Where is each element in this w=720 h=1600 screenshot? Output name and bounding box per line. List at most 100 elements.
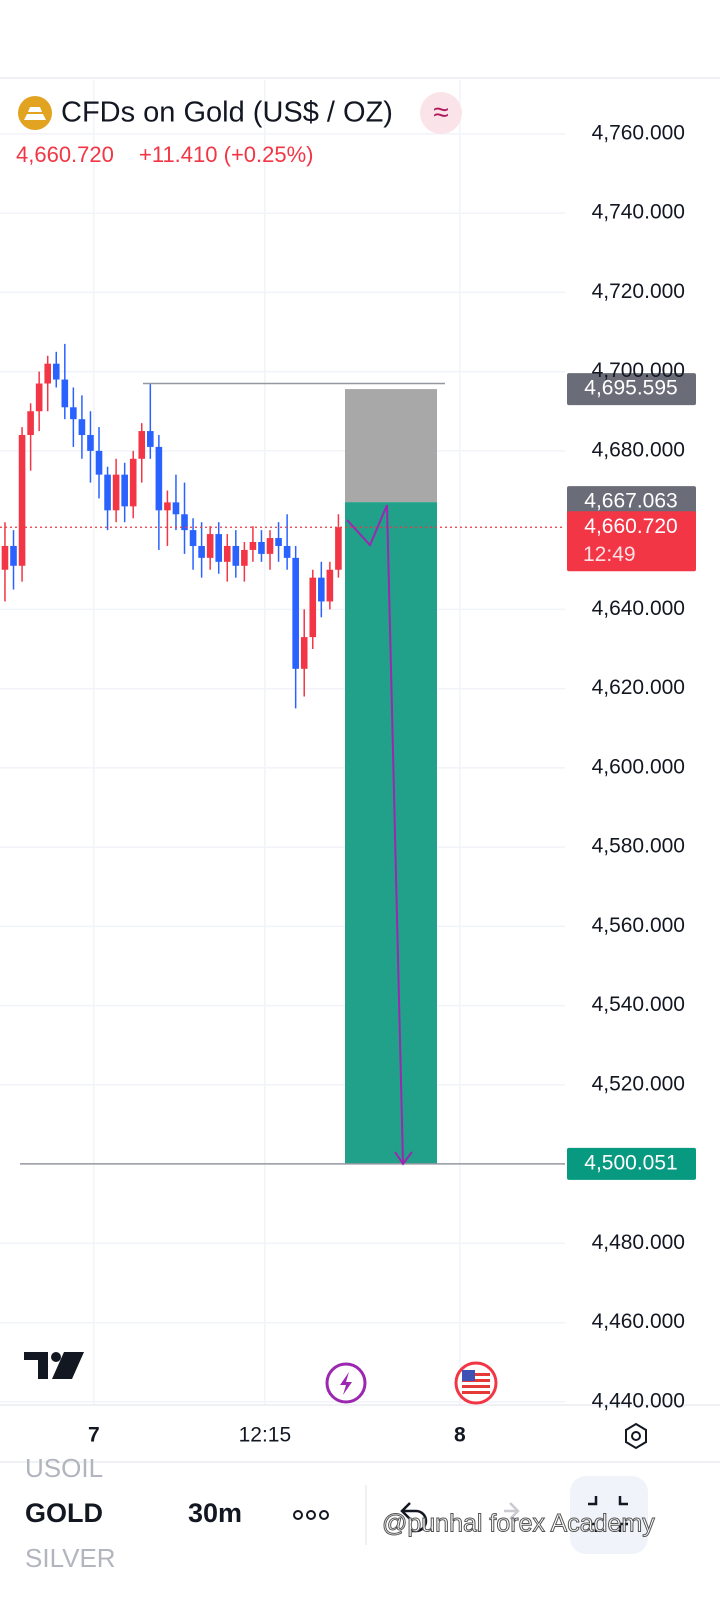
candle-body bbox=[189, 530, 197, 546]
y-tick-label: 4,700.000 bbox=[592, 359, 685, 382]
symbol-prev[interactable]: USOIL bbox=[25, 1453, 103, 1483]
candle-body bbox=[258, 542, 265, 554]
x-tick-label: 7 bbox=[88, 1424, 100, 1447]
y-tick-label: 4,680.000 bbox=[592, 438, 685, 461]
symbol-title: CFDs on Gold (US$ / OZ) bbox=[61, 97, 393, 129]
collapse-button[interactable] bbox=[570, 1476, 648, 1554]
candle-body bbox=[78, 419, 86, 436]
target-tag-label: 4,500.051 bbox=[584, 1151, 677, 1174]
candle-body bbox=[18, 435, 26, 566]
last-price: 4,660.720 bbox=[16, 142, 114, 167]
stop-tag-label: 4,695.595 bbox=[584, 377, 677, 400]
candle-body bbox=[292, 557, 299, 669]
y-tick-label: 4,520.000 bbox=[592, 1072, 685, 1095]
stop-zone bbox=[345, 389, 437, 503]
candle-body bbox=[283, 545, 291, 558]
entry-tag bbox=[567, 486, 696, 519]
undo-icon[interactable] bbox=[400, 1502, 428, 1533]
watermark: @punhal forex Academy bbox=[382, 1510, 655, 1538]
candle-body bbox=[335, 527, 342, 570]
y-tick-label: 4,540.000 bbox=[592, 993, 685, 1016]
candle-body bbox=[215, 534, 223, 562]
candle-body bbox=[155, 446, 163, 511]
symbol-current[interactable]: GOLD bbox=[25, 1498, 103, 1528]
entry-tag-label: 4,667.063 bbox=[584, 490, 677, 513]
price-change: +11.410 (+0.25%) bbox=[139, 142, 314, 167]
candle-body bbox=[326, 569, 334, 602]
y-tick-label: 4,720.000 bbox=[592, 280, 685, 303]
gold-bars bbox=[24, 107, 46, 120]
candle-body bbox=[52, 363, 60, 380]
tv-logo bbox=[24, 1352, 84, 1379]
gold-icon bbox=[18, 96, 52, 130]
symbol-next[interactable]: SILVER bbox=[25, 1543, 116, 1573]
candle-body bbox=[87, 435, 94, 451]
y-tick-label: 4,460.000 bbox=[592, 1310, 685, 1333]
time-axis: 7 12:15 8 bbox=[88, 1424, 466, 1447]
candle-body bbox=[44, 363, 52, 384]
current-tag-label: 4,660.720 bbox=[584, 515, 677, 538]
current-countdown: 12:49 bbox=[583, 543, 636, 566]
y-tick-label: 4,640.000 bbox=[592, 597, 685, 620]
collapse-icon bbox=[588, 1496, 628, 1532]
current-tag bbox=[567, 511, 696, 572]
y-tick-label: 4,480.000 bbox=[592, 1231, 685, 1254]
y-tick-label: 4,440.000 bbox=[592, 1389, 685, 1412]
us-flag bbox=[462, 1370, 490, 1394]
candle-body bbox=[309, 577, 317, 638]
candle-body bbox=[61, 379, 69, 408]
lightning-icon bbox=[340, 1372, 352, 1395]
candle-body bbox=[104, 474, 111, 511]
drawn-arrow bbox=[346, 504, 413, 1166]
candle-body bbox=[241, 549, 248, 566]
y-tick-label: 4,740.000 bbox=[592, 201, 685, 224]
candle-body bbox=[249, 542, 257, 550]
candle-body bbox=[10, 545, 17, 566]
candle-body bbox=[138, 431, 146, 459]
x-tick-label: 8 bbox=[454, 1424, 466, 1447]
target-zone bbox=[345, 502, 437, 1164]
tv-logo-dot bbox=[51, 1352, 61, 1362]
y-tick-label: 4,580.000 bbox=[592, 835, 685, 858]
candle-body bbox=[129, 458, 137, 507]
candle-body bbox=[266, 538, 274, 554]
candle-body bbox=[95, 450, 103, 475]
pink-badge bbox=[420, 92, 462, 134]
y-tick-label: 4,560.000 bbox=[592, 914, 685, 937]
candle-body bbox=[1, 545, 9, 570]
candle-body bbox=[198, 545, 205, 558]
candle-body bbox=[275, 538, 282, 546]
us-flag-button[interactable] bbox=[454, 1361, 498, 1405]
target-tag bbox=[567, 1147, 696, 1180]
candle-body bbox=[172, 502, 180, 515]
more-button[interactable] bbox=[293, 1510, 329, 1520]
candle-body bbox=[147, 431, 154, 447]
candle-body bbox=[35, 383, 43, 412]
y-tick-label: 4,600.000 bbox=[592, 755, 685, 778]
plot bbox=[0, 343, 565, 1166]
settings-icon[interactable] bbox=[625, 1422, 647, 1450]
symbol-header[interactable]: CFDs on Gold (US$ / OZ) ≈ bbox=[18, 92, 462, 134]
settings-icon-center bbox=[631, 1431, 641, 1441]
candle-body bbox=[164, 502, 171, 511]
candle-body bbox=[232, 545, 240, 566]
candle-body bbox=[206, 534, 214, 558]
x-tick-label: 12:15 bbox=[239, 1424, 292, 1447]
candle-body bbox=[112, 474, 120, 511]
candle-body bbox=[181, 514, 188, 531]
candle-body bbox=[300, 637, 308, 669]
y-tick-label: 4,760.000 bbox=[592, 121, 685, 144]
y-tick-label: 4,620.000 bbox=[592, 676, 685, 699]
candle-body bbox=[223, 545, 231, 562]
interval[interactable]: 30m bbox=[188, 1498, 242, 1528]
grid bbox=[0, 80, 565, 1405]
candle-body bbox=[121, 474, 128, 507]
candle-body bbox=[70, 407, 77, 420]
candle-body bbox=[27, 411, 34, 436]
stop-tag bbox=[567, 373, 696, 406]
badge-symbol: ≈ bbox=[433, 96, 448, 127]
candle-body bbox=[318, 577, 325, 602]
redo-icon[interactable] bbox=[504, 1502, 520, 1520]
